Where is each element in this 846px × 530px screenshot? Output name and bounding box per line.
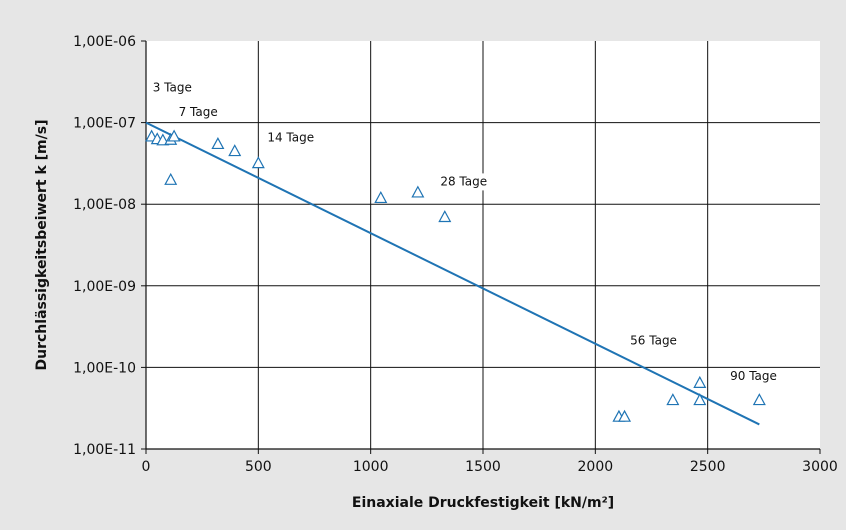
annotation-bg — [149, 79, 198, 97]
data-point — [693, 375, 707, 388]
x-tick-label: 2000 — [578, 459, 614, 475]
annotation-label: 56 Tage — [630, 334, 677, 348]
data-point — [251, 156, 265, 169]
data-point — [618, 409, 632, 422]
x-axis-title: Einaxiale Druckfestigkeit [kN/m²] — [352, 495, 614, 511]
data-points — [145, 129, 766, 422]
annotation-label: 7 Tage — [179, 105, 218, 119]
data-point — [164, 172, 178, 185]
data-point — [438, 210, 452, 223]
x-tick-label: 500 — [245, 459, 272, 475]
trendline — [145, 121, 760, 426]
data-point — [693, 393, 707, 406]
x-tick-label: 1500 — [465, 459, 501, 475]
gridlines — [146, 41, 820, 449]
annotation-label: 3 Tage — [153, 81, 192, 95]
annotation-bg — [175, 104, 224, 122]
y-tick-label: 1,00E-11 — [73, 442, 136, 458]
annotation-label: 90 Tage — [730, 369, 777, 383]
data-point — [374, 190, 388, 204]
data-point — [211, 137, 225, 150]
annotation-bg — [627, 332, 683, 350]
y-tick-label: 1,00E-10 — [73, 360, 136, 376]
y-tick-label: 1,00E-08 — [73, 197, 136, 213]
y-tick-label: 1,00E-06 — [73, 34, 136, 50]
y-tick-label: 1,00E-09 — [73, 279, 136, 295]
x-tick-label: 0 — [142, 459, 151, 475]
data-point — [228, 144, 242, 157]
x-tick-label: 3000 — [802, 459, 838, 475]
x-tick-labels: 0 500 1000 1500 2000 2500 3000 — [142, 459, 838, 475]
data-point — [666, 393, 680, 406]
data-point — [752, 393, 766, 406]
annotations: 3 Tage 7 Tage 14 Tage 28 Tage 56 Tage 90 Tage — [149, 79, 783, 386]
axes — [141, 40, 821, 454]
trendline-group — [145, 121, 760, 426]
data-point — [411, 185, 425, 198]
annotation-label: 14 Tage — [267, 130, 314, 144]
annotation-bg — [727, 368, 783, 386]
y-axis-title: Durchlässigkeitsbeiwert k [m/s] — [34, 120, 50, 371]
data-point — [167, 129, 181, 142]
annotation-bg — [264, 129, 320, 147]
y-tick-label: 1,00E-07 — [73, 116, 136, 132]
annotation-label: 28 Tage — [440, 174, 487, 188]
annotation-bg — [437, 173, 493, 191]
x-tick-label: 2500 — [690, 459, 726, 475]
y-tick-labels: 1,00E-06 1,00E-07 1,00E-08 1,00E-09 1,00E-10… — [73, 34, 136, 458]
x-tick-label: 1000 — [353, 459, 389, 475]
